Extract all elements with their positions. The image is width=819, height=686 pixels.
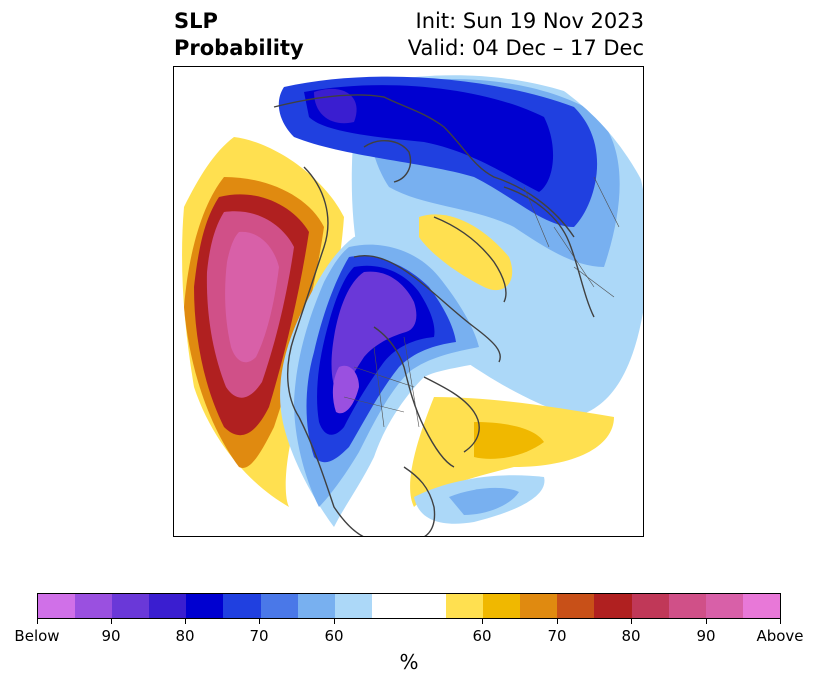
colorbar-segment bbox=[483, 594, 521, 618]
colorbar-tick bbox=[334, 619, 335, 624]
colorbar-tick bbox=[185, 619, 186, 624]
colorbar-tick-label: 70 bbox=[547, 627, 567, 645]
colorbar-segment bbox=[594, 594, 632, 618]
siberia-above-faint bbox=[419, 214, 513, 291]
europe-below-core bbox=[304, 85, 554, 192]
colorbar-segment bbox=[742, 594, 780, 618]
colorbar-tick bbox=[37, 619, 38, 624]
colorbar-tick bbox=[631, 619, 632, 624]
colorbar-segment bbox=[557, 594, 595, 618]
colorbar-tick bbox=[111, 619, 112, 624]
colorbar-tick-label: 90 bbox=[696, 627, 716, 645]
colorbar-segment bbox=[112, 594, 150, 618]
america-below-strong bbox=[331, 271, 417, 397]
colorbar-segment bbox=[186, 594, 224, 618]
colorbar-segment bbox=[668, 594, 706, 618]
colorbar-segment bbox=[334, 594, 372, 618]
init-date: Init: Sun 19 Nov 2023 bbox=[415, 9, 644, 33]
colorbar-segment bbox=[520, 594, 558, 618]
colorbar-tick bbox=[482, 619, 483, 624]
map-svg bbox=[174, 67, 643, 536]
colorbar-segment bbox=[371, 594, 447, 618]
colorbar-segment bbox=[297, 594, 335, 618]
colorbar-tick-label: Below bbox=[14, 627, 60, 645]
colorbar-tick bbox=[780, 619, 781, 624]
colorbar-tick-label: 60 bbox=[472, 627, 492, 645]
colorbar-tick-label: 80 bbox=[621, 627, 641, 645]
colorbar-segment bbox=[446, 594, 484, 618]
colorbar bbox=[37, 593, 781, 619]
colorbar-segment bbox=[75, 594, 113, 618]
america-below-peak bbox=[332, 365, 359, 414]
colorbar-segment bbox=[223, 594, 261, 618]
colorbar-unit: % bbox=[399, 650, 419, 674]
colorbar-segment bbox=[260, 594, 298, 618]
colorbar-tick bbox=[706, 619, 707, 624]
colorbar-tick bbox=[557, 619, 558, 624]
colorbar-tick-label: 60 bbox=[324, 627, 344, 645]
borders bbox=[343, 176, 620, 428]
colorbar-tick-label: Above bbox=[756, 627, 804, 645]
colorbar-segment bbox=[38, 594, 76, 618]
pacific-above-peak bbox=[225, 231, 279, 363]
title-right: Init: Sun 19 Nov 2023 Valid: 04 Dec – 17… bbox=[408, 8, 644, 62]
valid-range: Valid: 04 Dec – 17 Dec bbox=[407, 36, 644, 60]
colorbar-segment bbox=[149, 594, 187, 618]
title-variable: SLP bbox=[174, 9, 218, 33]
atlantic-above-mid bbox=[474, 422, 544, 459]
colorbar-segment bbox=[705, 594, 743, 618]
caribbean-below-light bbox=[449, 487, 519, 515]
colorbar-segment bbox=[631, 594, 669, 618]
colorbar-tick-label: 90 bbox=[101, 627, 121, 645]
title-left: SLP Probability bbox=[174, 8, 304, 62]
colorbar-tick-label: 80 bbox=[175, 627, 195, 645]
colorbar-tick bbox=[259, 619, 260, 624]
probability-map bbox=[173, 66, 644, 537]
colorbar-tick-label: 70 bbox=[249, 627, 269, 645]
title-type: Probability bbox=[174, 36, 304, 60]
